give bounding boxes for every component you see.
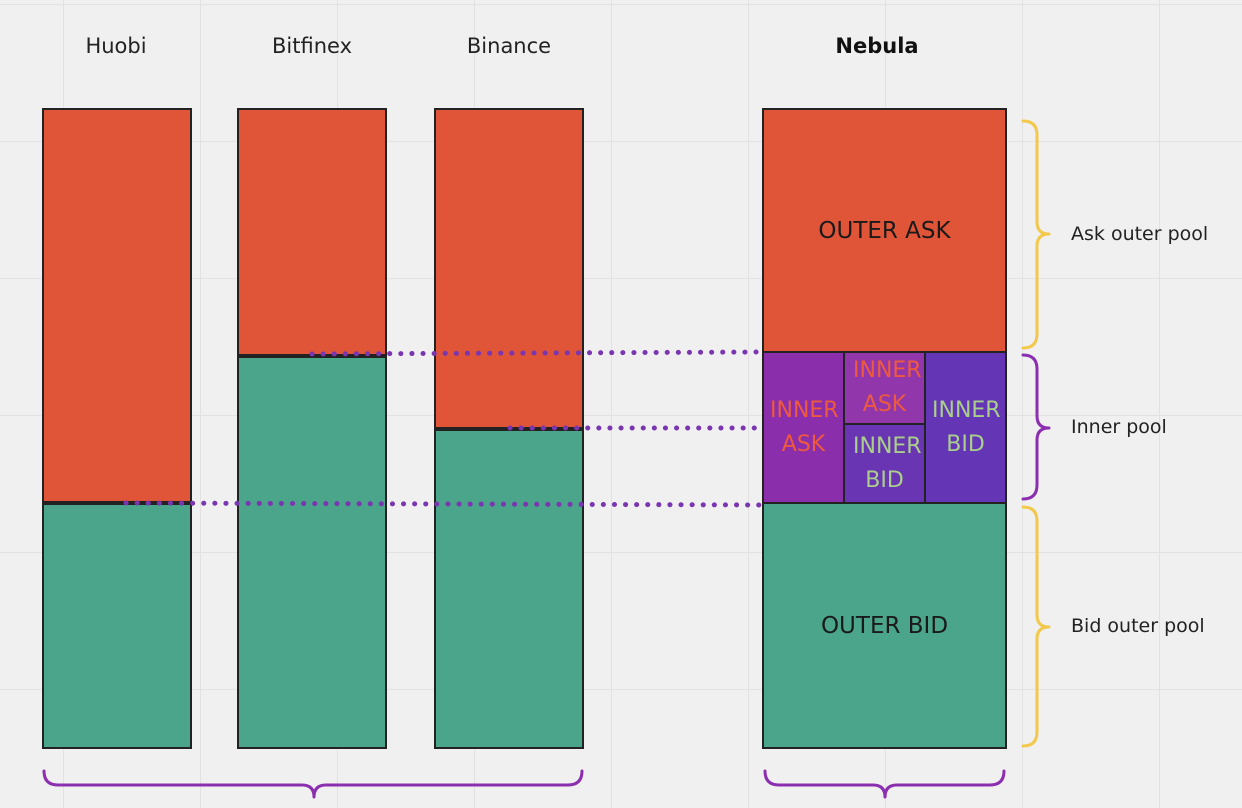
nebula-inner-ask-outer-block: INNER ASK <box>762 351 845 504</box>
nebula-inner-bid-outer-block: INNER BID <box>924 351 1007 504</box>
binance-ask-block <box>434 108 584 429</box>
inner-ask-label-outer: INNER ASK <box>770 397 839 457</box>
connector-bitfinex-to-inner-top <box>309 349 765 357</box>
outer-bid-label: OUTER BID <box>820 612 949 639</box>
nebula-inner-bid-block: INNER BID <box>843 423 926 504</box>
nebula-group-brace <box>763 769 1006 799</box>
ask-outer-pool-brace <box>1021 119 1051 350</box>
connector-huobi-to-inner-bottom <box>123 500 765 508</box>
outer-ask-label: OUTER ASK <box>818 217 951 244</box>
exchange-title-bitfinex: Bitfinex <box>272 34 352 58</box>
nebula-outer-bid-block: OUTER BID <box>762 502 1007 749</box>
exchanges-group-brace <box>42 769 584 799</box>
inner-bid-label-center: INNER BID <box>853 433 922 493</box>
bitfinex-bid-block <box>237 356 387 749</box>
exchange-title-binance: Binance <box>466 34 552 58</box>
nebula-inner-ask-block: INNER ASK <box>843 351 926 425</box>
inner-ask-label-center: INNER ASK <box>853 358 922 417</box>
binance-bid-block <box>434 429 584 749</box>
nebula-outer-ask-block: OUTER ASK <box>762 108 1007 353</box>
exchange-title-huobi: Huobi <box>85 34 147 58</box>
nebula-title: Nebula <box>835 34 919 58</box>
inner-bid-label-outer: INNER BID <box>932 397 1001 457</box>
inner-pool-brace <box>1021 353 1051 501</box>
bid-outer-pool-brace <box>1021 505 1051 748</box>
huobi-bid-block <box>42 503 192 749</box>
inner-pool-label: Inner pool <box>1071 416 1167 438</box>
bid-outer-pool-label: Bid outer pool <box>1071 615 1205 637</box>
huobi-ask-block <box>42 108 192 503</box>
ask-outer-pool-label: Ask outer pool <box>1071 223 1209 245</box>
